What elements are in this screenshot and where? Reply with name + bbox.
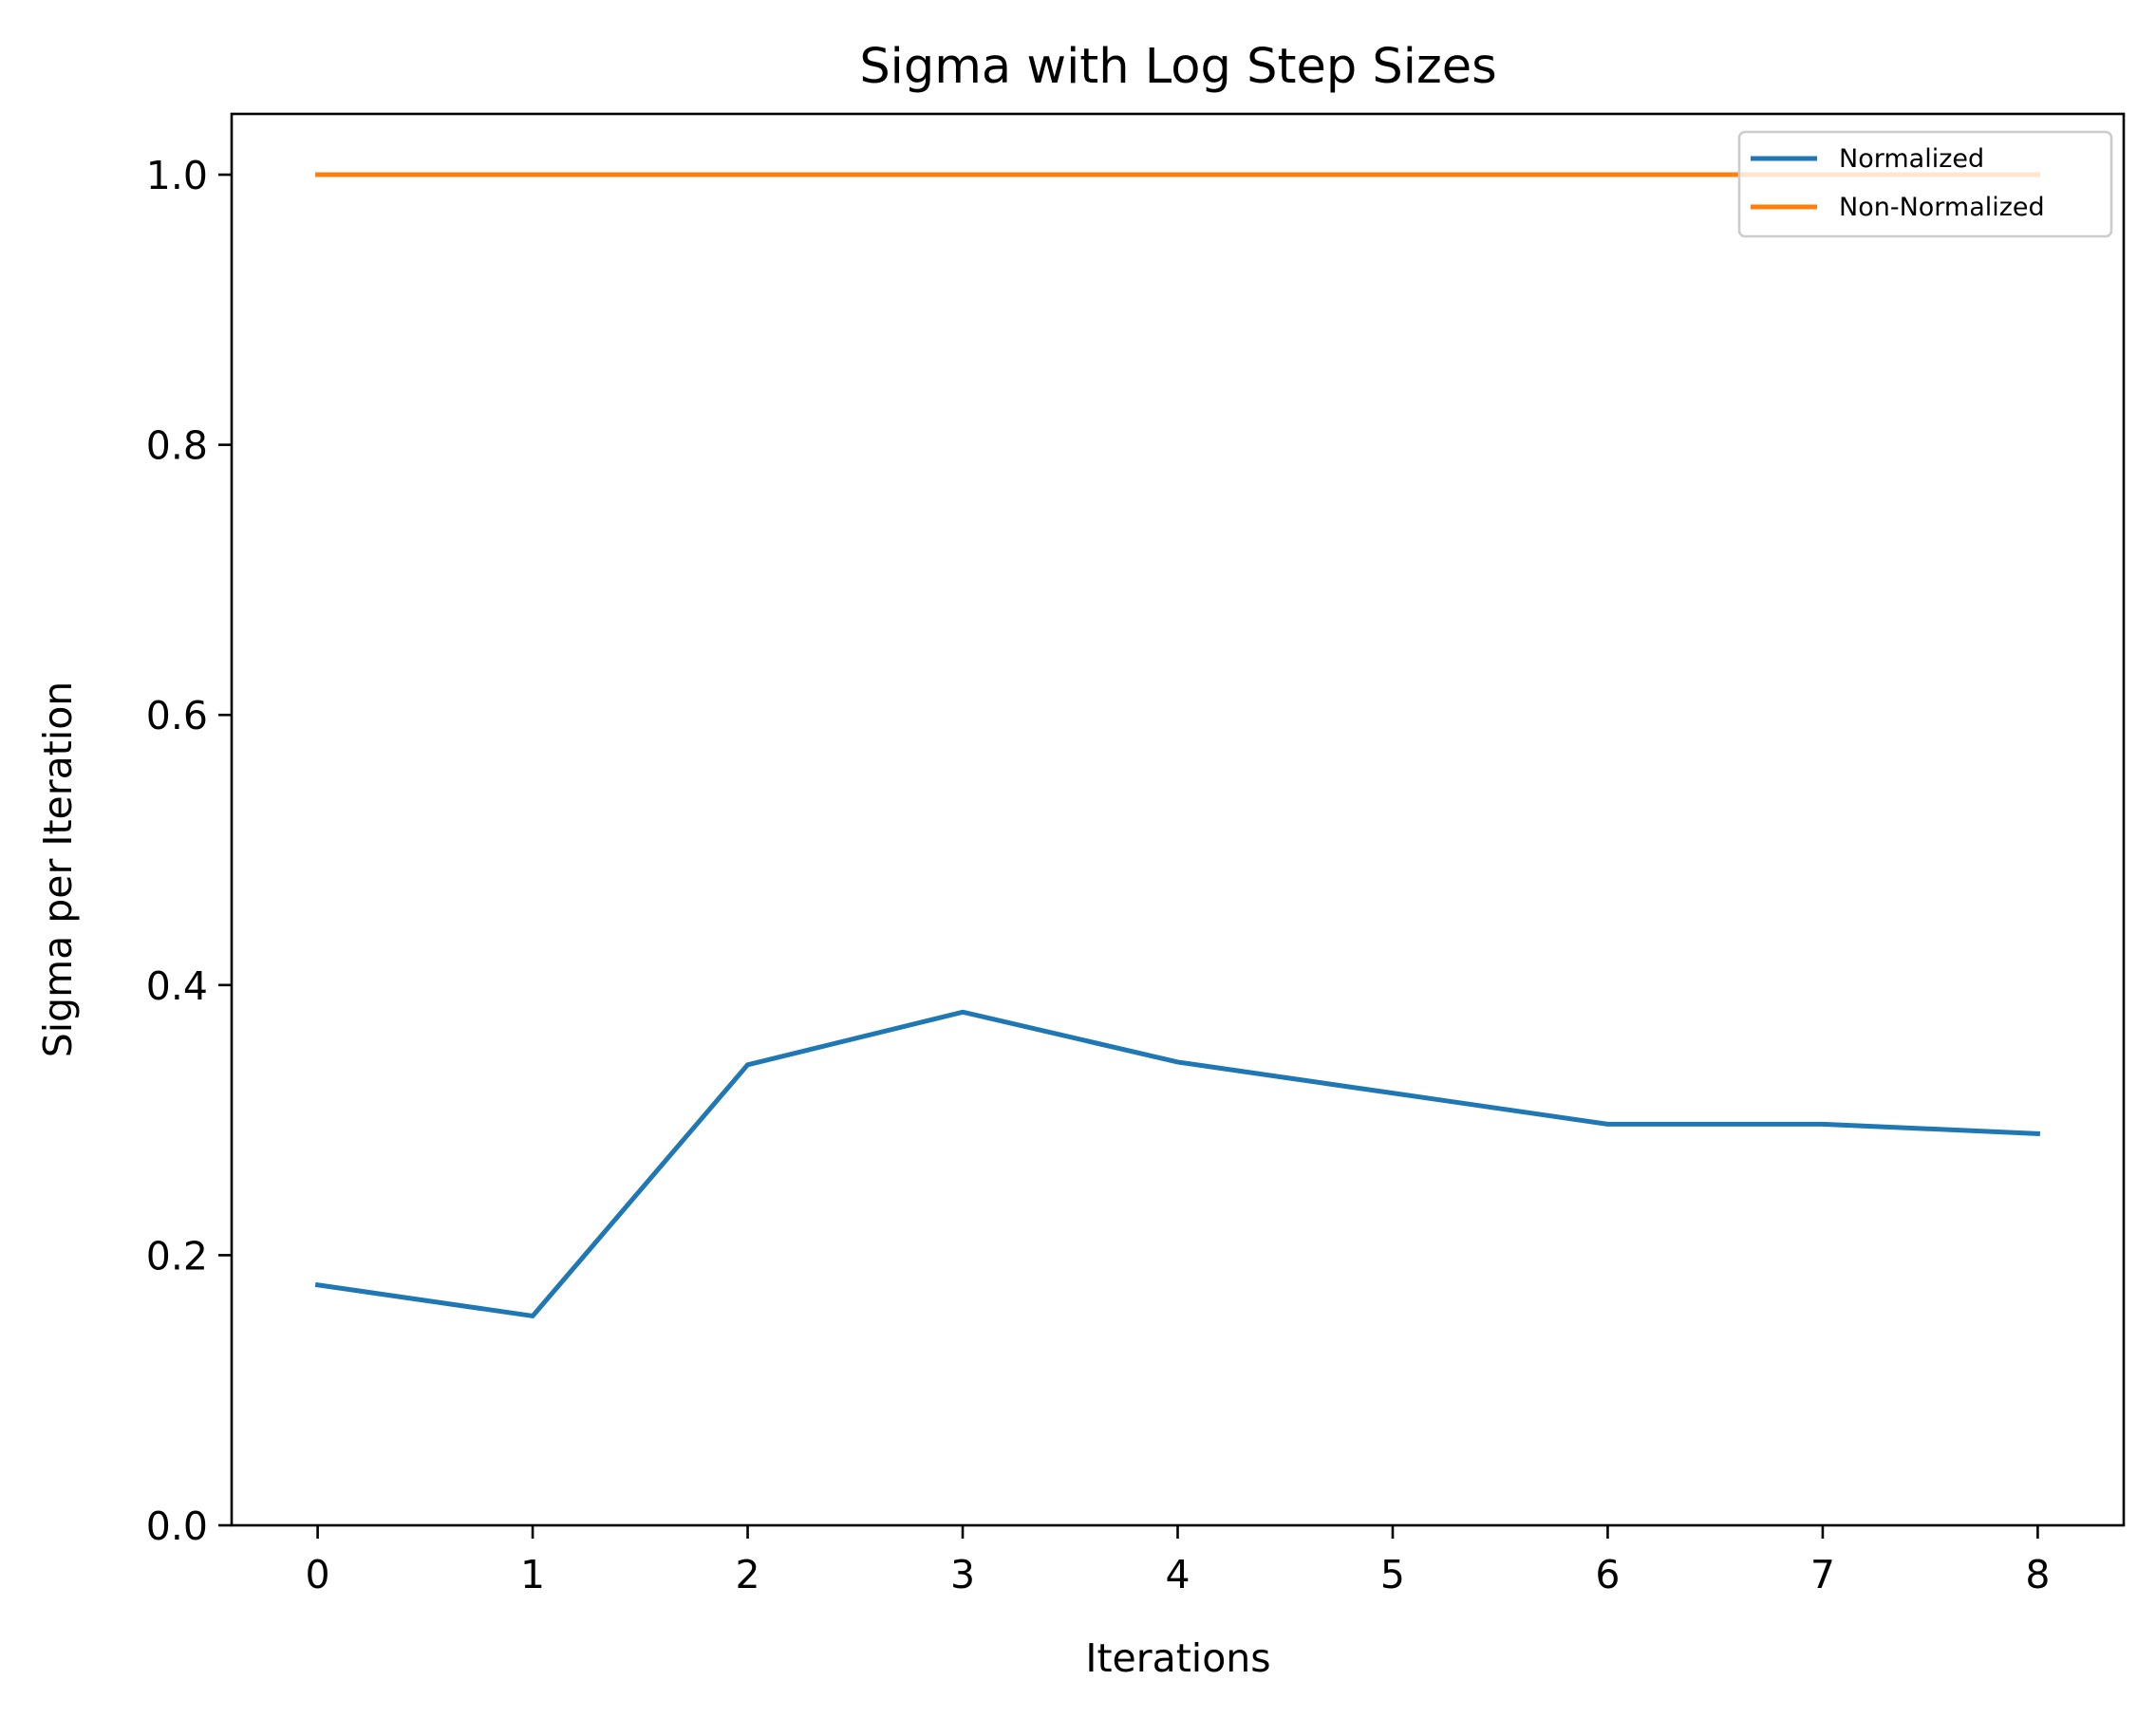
chart-title: Sigma with Log Step Sizes xyxy=(859,39,1496,95)
x-tick-label: 5 xyxy=(1380,1552,1405,1597)
x-tick-label: 2 xyxy=(735,1552,759,1597)
y-tick-label: 0.4 xyxy=(146,963,208,1009)
x-tick-label: 6 xyxy=(1595,1552,1620,1597)
y-tick-label: 0.6 xyxy=(146,693,208,738)
legend-label: Normalized xyxy=(1839,144,1984,174)
x-tick-label: 1 xyxy=(520,1552,545,1597)
y-axis-title: Sigma per Iteration xyxy=(35,682,81,1058)
x-tick-label: 3 xyxy=(950,1552,975,1597)
x-tick-label: 4 xyxy=(1165,1552,1190,1597)
legend: Normalized Non-Normalized xyxy=(1739,132,2111,236)
y-tick-label: 1.0 xyxy=(146,153,208,198)
x-tick-label: 8 xyxy=(2025,1552,2050,1597)
x-tick-label: 7 xyxy=(1810,1552,1835,1597)
x-axis-title: Iterations xyxy=(1085,1635,1270,1681)
y-tick-label: 0.8 xyxy=(146,423,208,469)
y-tick-label: 0.2 xyxy=(146,1233,208,1279)
x-tick-label: 0 xyxy=(306,1552,330,1597)
y-tick-label: 0.0 xyxy=(146,1503,208,1549)
legend-label: Non-Normalized xyxy=(1839,193,2045,222)
